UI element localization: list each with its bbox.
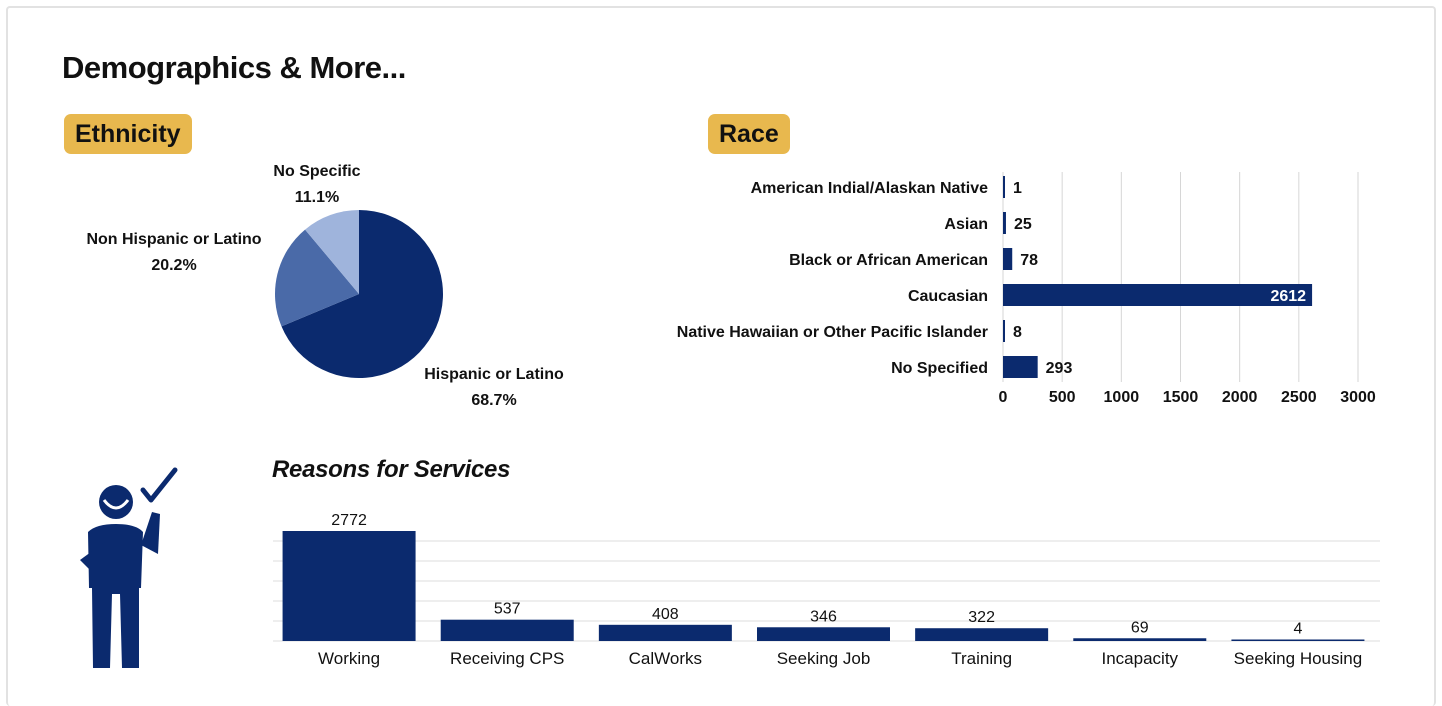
reasons-bar-value: 69 xyxy=(1131,619,1149,636)
reasons-category-label: Seeking Housing xyxy=(1234,649,1363,668)
race-category-label: Caucasian xyxy=(908,288,988,305)
reasons-bar-value: 346 xyxy=(810,608,837,625)
pie-slice xyxy=(281,210,443,378)
race-category-label: Asian xyxy=(944,216,988,233)
reasons-category-label: Incapacity xyxy=(1102,649,1179,668)
reasons-bar xyxy=(282,531,416,641)
race-category-label: No Specified xyxy=(891,360,988,377)
reasons-bar xyxy=(757,627,890,641)
race-bar xyxy=(1003,284,1313,306)
reasons-bar-value: 2772 xyxy=(331,512,367,529)
race-x-tick: 500 xyxy=(1049,389,1076,406)
pie-slice-value: 68.7% xyxy=(471,392,516,409)
reasons-bar xyxy=(1073,638,1207,641)
reasons-bar-value: 537 xyxy=(494,601,521,618)
race-category-label: American Indial/Alaskan Native xyxy=(751,180,989,197)
pie-slice-value: 11.1% xyxy=(295,189,339,206)
race-x-tick: 3000 xyxy=(1340,389,1376,406)
reasons-category-label: Training xyxy=(951,649,1012,668)
pie-slice-label: Hispanic or Latino xyxy=(424,366,564,383)
race-x-tick: 2500 xyxy=(1281,389,1317,406)
reasons-bar xyxy=(915,628,1049,641)
race-bar-value: 1 xyxy=(1013,180,1022,197)
reasons-bar-value: 4 xyxy=(1293,621,1302,638)
race-x-tick: 0 xyxy=(999,389,1008,406)
race-bar-value: 25 xyxy=(1014,216,1032,233)
reasons-bar xyxy=(1231,639,1365,641)
pie-slice-value: 20.2% xyxy=(151,257,196,274)
race-bar-value: 293 xyxy=(1046,360,1073,377)
race-bar-value: 78 xyxy=(1020,252,1038,269)
race-bar xyxy=(1003,248,1013,270)
race-bar xyxy=(1003,212,1006,234)
pie-slice xyxy=(275,229,359,327)
ethnicity-tag: Ethnicity xyxy=(64,114,192,154)
reasons-category-label: CalWorks xyxy=(629,649,702,668)
race-bar xyxy=(1003,176,1005,198)
race-tag: Race xyxy=(708,114,790,154)
reasons-bar-chart: 2772 Working 537 Receiving CPS 408 CalWorks 34… xyxy=(273,512,1380,668)
person-checkmark-icon xyxy=(80,467,178,668)
reasons-category-label: Working xyxy=(318,649,380,668)
race-category-label: Black or African American xyxy=(789,252,988,269)
race-category-label: Native Hawaiian or Other Pacific Islande… xyxy=(677,324,988,341)
ethnicity-pie-chart: Hispanic or Latino 68.7% Non Hispanic or L… xyxy=(86,163,564,409)
race-bar-value: 2612 xyxy=(1270,288,1306,305)
reasons-category-label: Seeking Job xyxy=(777,649,871,668)
pie-slice-label: Non Hispanic or Latino xyxy=(86,231,261,248)
race-bar-value: 8 xyxy=(1013,324,1022,341)
pie-slice-label: No Specific xyxy=(273,163,360,180)
race-bar-chart: 0 500 1000 1500 2000 2500 3000 American Indial/… xyxy=(677,172,1376,406)
reasons-bar-value: 408 xyxy=(652,606,679,623)
pie-slice xyxy=(305,210,359,294)
race-x-tick: 2000 xyxy=(1222,389,1258,406)
reasons-bar xyxy=(440,619,574,641)
race-bar xyxy=(1003,356,1038,378)
race-x-tick: 1000 xyxy=(1104,389,1140,406)
reasons-category-label: Receiving CPS xyxy=(450,649,564,668)
race-x-tick: 1500 xyxy=(1163,389,1199,406)
reasons-bar-value: 322 xyxy=(968,609,995,626)
reasons-bar xyxy=(598,624,732,641)
reasons-title: Reasons for Services xyxy=(272,456,511,483)
race-bar xyxy=(1003,320,1005,342)
page-title: Demographics & More... xyxy=(62,50,406,85)
